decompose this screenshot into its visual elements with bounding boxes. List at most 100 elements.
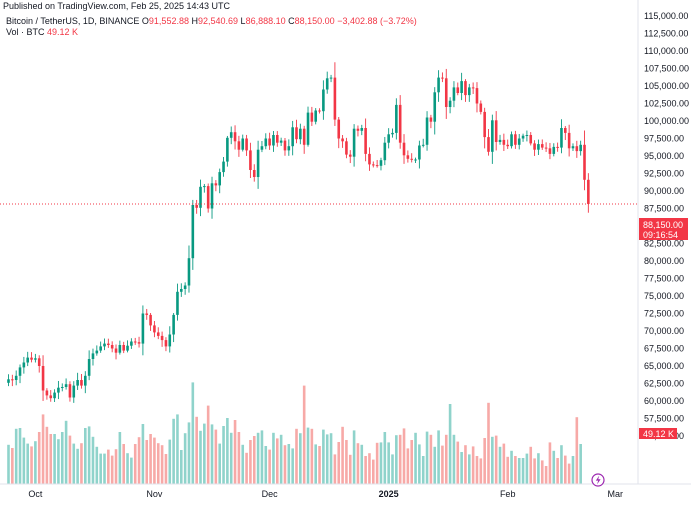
volume-bar [276,438,279,484]
candle-body [471,87,475,89]
price-tick-label: 60,000.00 [644,396,684,406]
volume-bar [60,432,64,484]
candle-body [510,134,513,147]
volume-bar [187,422,191,484]
time-tick-label: Mar [607,489,623,499]
open-value: 91,552.88 [148,16,189,26]
volume-bar [514,456,517,484]
candle-body [540,144,544,148]
volume-bar [517,458,521,484]
volume-bar [387,442,390,484]
candle-body [87,359,91,376]
candle-body [372,164,375,166]
last-price-badge: 88,150.00 09:16:54 [639,218,688,240]
candle-body [60,387,64,388]
candle-body [421,144,425,146]
flash-icon[interactable] [591,473,605,487]
volume-bar [103,453,106,484]
volume-bar [164,454,168,484]
candle-body [425,117,429,145]
volume-bar [364,456,367,484]
volume-bar [118,432,122,484]
candle-body [222,161,225,173]
candle-body [149,314,152,326]
candle-body [322,89,325,112]
volume-bar [283,445,287,484]
candle-body [487,137,490,152]
candle-body [506,144,509,147]
volume-bar [537,453,540,484]
candle-body [579,144,582,152]
volume-bar [295,428,298,484]
candle-body [402,142,406,156]
candle-body [183,285,187,289]
volume-bar [372,459,375,484]
candle-body [575,146,579,152]
price-tick-label: 72,500.00 [644,309,684,319]
volume-bar [579,444,582,484]
countdown-text: 09:16:54 [643,230,678,240]
symbol-label[interactable]: Bitcoin / TetherUS, 1D, BINANCE [6,16,140,26]
candle-body [333,77,337,120]
volume-label[interactable]: Vol · BTC [6,27,45,37]
publish-info: Published on TradingView.com, Feb 25, 20… [3,1,230,11]
volume-bar [183,433,187,484]
volume-bar [99,453,102,484]
time-axis[interactable]: Oct Nov Dec 2025 Feb Mar [28,489,623,499]
volume-bar [141,424,145,484]
close-value: 88,150.00 [294,16,335,26]
candle-body [314,110,317,122]
volume-badge-text: 49.12 K [643,429,674,439]
volume-bar [114,449,118,484]
volume-bar [441,445,444,484]
volume-bar [260,430,264,484]
price-tick-label: 70,000.00 [644,326,684,336]
change-value: −3,402.88 (−3.72%) [337,16,417,26]
volume-bar [379,442,383,484]
candle-body [560,128,563,148]
candle-body [379,160,383,166]
volume-bar [137,437,141,484]
volume-bar [191,382,195,484]
candle-body [383,142,387,161]
volume-bar [180,450,183,484]
price-tick-label: 57,500.00 [644,414,684,424]
candle-body [76,380,79,386]
candle-body [103,343,106,347]
price-tick-label: 105,000.00 [644,81,689,91]
volume-bar [195,416,198,484]
volume-bar [176,414,179,484]
candle-body [564,128,567,133]
volume-bar [456,441,460,484]
candle-body [468,87,471,96]
volume-bar [529,446,533,484]
volume-bar [210,424,214,484]
volume-bar [479,458,483,484]
candle-body [34,358,37,360]
volume-bar [398,434,402,484]
candle-body [360,128,364,131]
candle-body [164,340,168,347]
volume-bar [429,434,433,484]
candle-body [548,148,552,154]
volume-bar [156,443,160,484]
volume-bar [11,448,14,484]
volume-bar [133,444,137,484]
volume-bar [418,444,421,484]
volume-bar [306,427,310,484]
candle-body [544,147,548,149]
volume-bar [448,404,452,484]
low-label: L [240,16,246,26]
volume-bar [272,432,275,484]
candle-body [245,138,248,151]
high-label: H [191,16,198,26]
candle-body [122,345,125,351]
volume-bar [360,444,364,484]
volume-bar [30,446,33,484]
price-tick-label: 97,500.00 [644,134,684,144]
volume-bar [391,454,394,484]
volume-bar [352,430,356,484]
volume-bar [122,444,125,484]
volume-bar [452,434,456,484]
